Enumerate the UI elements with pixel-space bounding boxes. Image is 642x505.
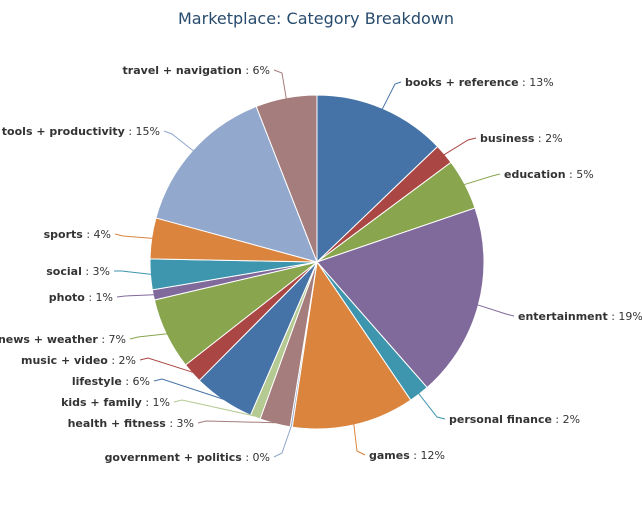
connector-entertainment <box>477 304 515 317</box>
slice-name-books-reference: books + reference <box>405 76 519 89</box>
data-label-travel-navigation: travel + navigation : 6% <box>123 64 270 77</box>
slice-name-games: games <box>369 449 410 462</box>
connector-sports <box>114 233 153 239</box>
slice-value-personal-finance: : 2% <box>552 413 580 426</box>
slice-value-business: : 2% <box>534 132 562 145</box>
slice-name-education: education <box>504 168 566 181</box>
connector-photo <box>116 294 155 298</box>
slice-name-personal-finance: personal finance <box>449 413 552 426</box>
slice-name-social: social <box>46 265 82 278</box>
connector-music-video <box>139 357 194 373</box>
data-label-government-politics: government + politics : 0% <box>105 451 270 464</box>
slice-value-health-fitness: : 3% <box>166 417 194 430</box>
connector-lifestyle <box>153 378 224 400</box>
slice-value-games: : 12% <box>410 449 445 462</box>
slice-value-lifestyle: : 6% <box>122 375 150 388</box>
slice-name-government-politics: government + politics <box>105 451 243 464</box>
data-label-music-video: music + video : 2% <box>21 354 136 367</box>
slice-value-kids-family: : 1% <box>142 396 170 409</box>
slice-value-entertainment: : 19% <box>608 310 642 323</box>
data-label-education: education : 5% <box>504 168 594 181</box>
data-label-games: games : 12% <box>369 449 445 462</box>
slice-value-sports: : 4% <box>83 228 111 241</box>
slice-value-books-reference: : 13% <box>519 76 554 89</box>
slice-name-news-weather: news + weather <box>0 333 98 346</box>
data-label-tools-productivity: tools + productivity : 15% <box>2 125 160 138</box>
connector-education <box>463 173 501 186</box>
slice-name-business: business <box>480 132 535 145</box>
connector-business <box>443 137 477 156</box>
connector-kids-family <box>173 399 256 417</box>
slice-name-sports: sports <box>44 228 84 241</box>
slice-value-tools-productivity: : 15% <box>125 125 160 138</box>
slice-name-music-video: music + video <box>21 354 108 367</box>
slice-value-education: : 5% <box>566 168 594 181</box>
data-label-sports: sports : 4% <box>44 228 111 241</box>
data-label-photo: photo : 1% <box>49 291 113 304</box>
slice-value-government-politics: : 0% <box>242 451 270 464</box>
slice-name-travel-navigation: travel + navigation <box>123 64 242 77</box>
data-label-business: business : 2% <box>480 132 563 145</box>
slices-layer <box>149 94 485 430</box>
data-label-entertainment: entertainment : 19% <box>518 310 642 323</box>
connector-social <box>114 270 152 275</box>
slice-value-photo: : 1% <box>85 291 113 304</box>
slice-value-news-weather: : 7% <box>98 333 126 346</box>
slice-name-photo: photo <box>49 291 86 304</box>
slice-value-travel-navigation: : 6% <box>242 64 270 77</box>
data-label-books-reference: books + reference : 13% <box>405 76 554 89</box>
data-label-health-fitness: health + fitness : 3% <box>68 417 194 430</box>
connector-games <box>353 423 366 456</box>
slice-value-music-video: : 2% <box>108 354 136 367</box>
connector-travel-navigation <box>273 69 287 99</box>
slice-value-social: : 3% <box>82 265 110 278</box>
slice-name-health-fitness: health + fitness <box>68 417 167 430</box>
connector-tools-productivity <box>163 130 194 152</box>
labels-layer: books + reference : 13% business : 2% educ… <box>0 64 642 464</box>
data-label-social: social : 3% <box>46 265 110 278</box>
slice-name-kids-family: kids + family <box>61 396 142 409</box>
data-label-lifestyle: lifestyle : 6% <box>72 375 150 388</box>
slice-name-entertainment: entertainment <box>518 310 608 323</box>
connector-news-weather <box>129 333 168 340</box>
data-label-news-weather: news + weather : 7% <box>0 333 126 346</box>
chart-title: Marketplace: Category Breakdown <box>178 9 454 28</box>
connector-books-reference <box>381 81 402 110</box>
slice-name-lifestyle: lifestyle <box>72 375 122 388</box>
data-label-kids-family: kids + family : 1% <box>61 396 170 409</box>
connector-health-fitness <box>197 420 276 424</box>
connector-government-politics <box>273 425 292 458</box>
connector-personal-finance <box>418 392 446 420</box>
slice-name-tools-productivity: tools + productivity <box>2 125 125 138</box>
data-label-personal-finance: personal finance : 2% <box>449 413 580 426</box>
